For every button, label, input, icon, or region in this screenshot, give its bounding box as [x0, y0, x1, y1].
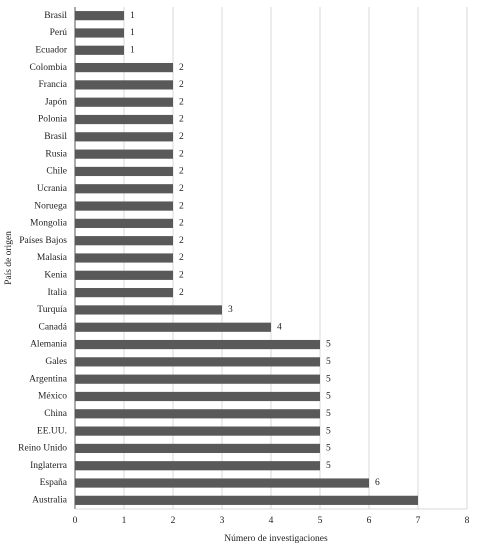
y-tick-label: México [38, 392, 67, 402]
data-label: 5 [326, 392, 331, 402]
bar [75, 218, 173, 228]
data-label: 2 [179, 97, 184, 107]
y-tick-label: Italia [47, 288, 67, 298]
bar [75, 236, 173, 246]
y-tick-label: Países Bajos [19, 236, 67, 246]
y-tick-label: Rusia [45, 149, 67, 159]
y-tick-label: Francia [39, 80, 68, 90]
x-tick-label: 5 [318, 516, 323, 526]
bar [75, 97, 173, 107]
bar [75, 391, 320, 402]
data-label: 6 [375, 478, 380, 488]
y-tick-label: Brasil [44, 132, 67, 142]
bar [75, 426, 320, 436]
data-label: 5 [326, 340, 331, 350]
y-tick-label: Colombia [30, 63, 68, 73]
data-label: 5 [326, 444, 331, 454]
y-tick-label: Kenia [44, 270, 67, 280]
y-tick-label: Chile [46, 167, 67, 177]
y-tick-label: Mongolia [30, 219, 68, 229]
data-label: 1 [130, 28, 135, 38]
bar [75, 11, 124, 21]
y-tick-label: EE.UU. [37, 426, 67, 436]
x-tick-label: 8 [465, 516, 470, 526]
y-tick-label: Perú [50, 28, 68, 38]
data-label: 1 [130, 45, 135, 55]
y-tick-label: Alemania [30, 340, 68, 350]
data-label: 2 [179, 184, 184, 194]
x-tick-label: 2 [171, 516, 176, 526]
data-label: 1 [130, 11, 135, 21]
x-tick-label: 7 [416, 516, 421, 526]
data-label: 5 [326, 426, 331, 436]
y-tick-label: Canadá [39, 322, 68, 332]
y-tick-label: Brasil [44, 11, 67, 21]
data-label: 2 [179, 288, 184, 298]
y-tick-label: Gales [45, 357, 67, 367]
y-tick-label: Argentina [29, 374, 68, 384]
bar [75, 166, 173, 177]
bar [75, 305, 222, 315]
data-label: 2 [179, 219, 184, 229]
x-tick-label: 3 [220, 516, 225, 526]
bar [75, 374, 320, 384]
bar [75, 357, 320, 367]
bar [75, 184, 173, 194]
data-label: 2 [179, 115, 184, 125]
data-label: 2 [179, 80, 184, 90]
bar [75, 253, 173, 263]
y-tick-label: Turquía [37, 305, 68, 315]
bar [75, 288, 173, 298]
y-tick-label: España [40, 478, 68, 488]
bar [75, 28, 124, 38]
y-tick-label: China [44, 409, 67, 419]
bar [75, 409, 320, 419]
bar [75, 270, 173, 280]
data-label: 2 [179, 63, 184, 73]
bar [75, 201, 173, 211]
data-label: 5 [326, 357, 331, 367]
y-tick-label: Malasia [37, 253, 68, 263]
x-tick-label: 4 [269, 516, 274, 526]
y-tick-label: Ecuador [35, 45, 67, 55]
bar [75, 339, 320, 350]
bar [75, 149, 173, 159]
data-label: 4 [277, 322, 282, 332]
data-label: 3 [228, 305, 233, 315]
bar [75, 114, 173, 125]
x-tick-label: 6 [367, 516, 372, 526]
x-tick-label: 0 [73, 516, 78, 526]
data-label: 2 [179, 201, 184, 211]
x-axis-label: Número de investigaciones [224, 534, 328, 544]
y-tick-label: Japón [45, 97, 67, 107]
bar [75, 45, 124, 55]
y-tick-label: Polonia [38, 115, 68, 125]
data-label: 5 [326, 461, 331, 471]
data-label: 5 [326, 374, 331, 384]
data-label: 2 [179, 270, 184, 280]
bar [75, 443, 320, 454]
data-label: 2 [179, 167, 184, 177]
y-tick-label: Reino Unido [18, 444, 67, 454]
y-axis-label: País de origen [4, 231, 14, 285]
x-tick-label: 1 [122, 516, 127, 526]
data-label: 2 [179, 149, 184, 159]
data-label: 5 [326, 409, 331, 419]
bar [75, 322, 271, 332]
y-tick-label: Australia [32, 496, 68, 506]
data-label: 2 [179, 253, 184, 263]
bar [75, 478, 369, 488]
bar [75, 495, 418, 505]
bar [75, 461, 320, 471]
bar [75, 132, 173, 142]
data-label: 2 [179, 236, 184, 246]
data-label: 2 [179, 132, 184, 142]
bar [75, 80, 173, 90]
bar [75, 62, 173, 73]
y-tick-label: Noruega [34, 201, 67, 211]
y-tick-label: Ucrania [37, 184, 68, 194]
y-tick-label: Inglaterra [30, 461, 68, 471]
